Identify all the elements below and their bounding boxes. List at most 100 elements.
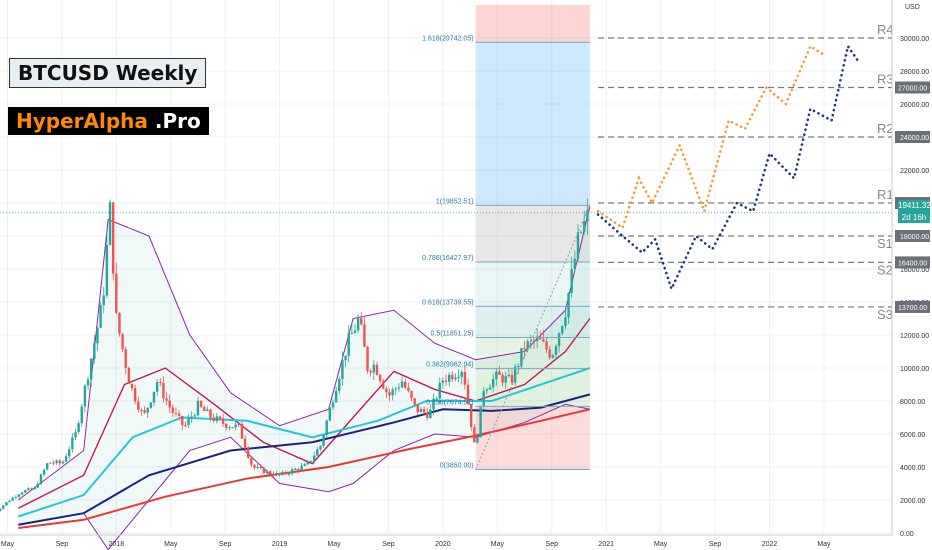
bollinger-upper xyxy=(18,206,591,501)
fib-level-label: 0.382(9962.94) xyxy=(426,362,473,369)
pivot-levels: R4 R3 R2 R1 S1 S2 S3 xyxy=(598,22,894,322)
candle-body xyxy=(328,407,332,421)
price-axis[interactable]: 0.00 2000.00 4000.00 6000.00 8000.00 10000.00… xyxy=(891,0,932,550)
candle-body xyxy=(64,456,68,462)
candle-body xyxy=(360,318,363,325)
candle-body xyxy=(168,400,171,408)
candle-body xyxy=(52,462,55,464)
candle-body xyxy=(325,420,328,435)
candle-body xyxy=(218,416,222,419)
fib-level-label: 1.618(29742.05) xyxy=(422,35,473,42)
candle-body xyxy=(93,343,96,359)
candle-body xyxy=(570,268,573,293)
candle-body xyxy=(152,391,156,403)
candle-body xyxy=(548,349,551,358)
candle-body xyxy=(143,410,146,413)
candle-body xyxy=(388,392,391,396)
candle-body xyxy=(193,415,197,417)
candle-body xyxy=(133,388,137,402)
candle-body xyxy=(510,374,514,383)
projection-paths xyxy=(596,43,861,293)
candle-body xyxy=(435,398,438,400)
candle-body xyxy=(476,437,479,443)
candle-body xyxy=(413,398,416,405)
moving-averages xyxy=(18,318,591,530)
candle-body xyxy=(564,317,567,327)
candle-body xyxy=(181,416,184,426)
candle-body xyxy=(488,387,492,390)
candle-body xyxy=(341,359,344,379)
projection-path xyxy=(596,44,825,230)
candle-body xyxy=(520,348,523,366)
moving-average-line xyxy=(18,408,591,530)
candle-body xyxy=(513,366,517,383)
candle-body xyxy=(404,381,407,388)
candle-body xyxy=(275,473,278,476)
candle-body xyxy=(130,383,134,389)
time-tick-label: May xyxy=(1,541,15,548)
pivot-label: R1 xyxy=(877,187,894,202)
candle-body xyxy=(554,346,558,356)
price-tick-label: 2000.00 xyxy=(900,498,925,505)
time-axis[interactable]: May Sep 2018 May Sep 2019 May Sep 2020 May Sep 2021… xyxy=(0,534,892,548)
candle-body xyxy=(102,295,105,306)
time-tick-label: Sep xyxy=(56,541,69,548)
candle-body xyxy=(27,488,30,491)
candle-body xyxy=(30,488,33,490)
projection-path xyxy=(596,43,861,293)
candle-body xyxy=(256,466,259,468)
fib-zone-top xyxy=(475,5,590,43)
candle-body xyxy=(77,423,80,433)
candle-body xyxy=(203,406,206,412)
price-tick-label: 28000.00 xyxy=(900,69,929,76)
candle-body xyxy=(171,407,175,413)
price-tag-label: 24000.00 xyxy=(900,135,929,142)
candle-body xyxy=(526,341,529,350)
chart-title: BTCUSD Weekly xyxy=(9,58,207,88)
fib-level-label: 1(19852.51) xyxy=(436,198,474,205)
candle-body xyxy=(221,418,225,424)
candle-body xyxy=(319,445,322,450)
candle-body xyxy=(243,438,247,449)
pivot-label: R3 xyxy=(877,72,894,87)
candle-body xyxy=(11,497,14,501)
time-tick-label: 2020 xyxy=(435,541,451,548)
candle-body xyxy=(234,424,237,428)
candle-body xyxy=(532,340,536,342)
candle-body xyxy=(438,382,441,399)
candle-body xyxy=(17,494,21,497)
candle-body xyxy=(482,390,485,406)
candle-body xyxy=(557,333,561,347)
candle-body xyxy=(39,474,43,485)
candle-body xyxy=(334,391,338,403)
candle-body xyxy=(284,471,288,474)
candle-body xyxy=(272,474,275,476)
candle-body xyxy=(55,460,58,464)
candle-body xyxy=(231,427,234,429)
fib-zone-1 xyxy=(475,205,590,262)
candle-body xyxy=(372,364,376,373)
price-tick-label: 22000.00 xyxy=(900,168,929,175)
candle-body xyxy=(523,348,526,350)
candle-body xyxy=(24,490,27,493)
candle-body xyxy=(369,370,372,373)
price-tag-label: 18000.00 xyxy=(900,234,929,241)
bollinger-fill xyxy=(18,206,590,550)
time-tick-label: 2021 xyxy=(598,541,614,548)
candle-body xyxy=(265,471,269,474)
candle-body xyxy=(278,473,281,475)
moving-average-line xyxy=(18,393,591,526)
candle-body xyxy=(124,349,127,368)
candle-body xyxy=(579,231,583,233)
pivot-label: S2 xyxy=(877,262,893,277)
candle-body xyxy=(118,312,121,334)
candle-body xyxy=(419,408,423,413)
candle-body xyxy=(573,258,577,269)
candle-body xyxy=(457,376,460,378)
price-tag-bg xyxy=(895,81,930,94)
candle-body xyxy=(121,333,124,350)
candle-body xyxy=(187,418,190,426)
candle-body xyxy=(281,471,284,475)
candle-body xyxy=(495,371,498,380)
